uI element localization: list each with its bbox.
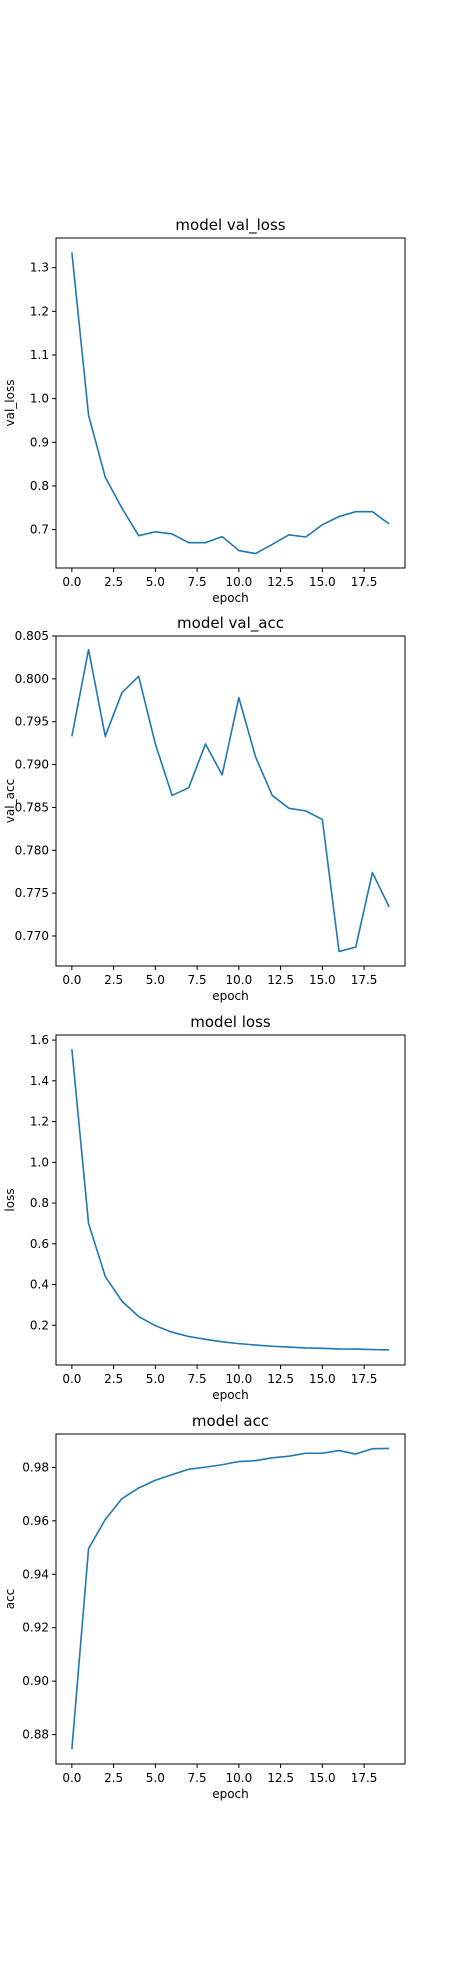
chart-title: model val_acc	[177, 614, 284, 633]
y-tick-label: 1.0	[30, 1155, 49, 1169]
y-axis-label: acc	[3, 1589, 17, 1610]
y-tick-label: 1.2	[30, 304, 49, 318]
series-line	[71, 1049, 390, 1351]
x-tick-label: 5.0	[146, 1372, 165, 1386]
y-tick-label: 0.6	[30, 1237, 49, 1251]
y-tick-label: 0.795	[15, 715, 49, 729]
x-tick-label: 12.5	[267, 973, 294, 987]
x-tick-label: 17.5	[351, 1771, 378, 1785]
x-tick-label: 2.5	[104, 1771, 123, 1785]
chart-panel-2: 0.0 2.5 5.0 7.5 10.0 12.5 15.0 17.5 0.2 0.4 0.6 0.8…	[3, 1013, 406, 1402]
x-tick-label: 5.0	[146, 575, 165, 589]
series-line	[71, 252, 390, 555]
x-tick-label: 10.0	[225, 575, 252, 589]
chart-panel-0: 0.0 2.5 5.0 7.5 10.0 12.5 15.0 17.5 0.7 0.8 0.9 1.0…	[3, 216, 406, 605]
y-tick-label: 0.775	[15, 886, 49, 900]
y-tick-label: 0.770	[15, 929, 49, 943]
x-tick-label: 12.5	[267, 575, 294, 589]
y-tick-label: 1.2	[30, 1115, 49, 1129]
y-tick-label: 0.785	[15, 800, 49, 814]
chart-title: model acc	[192, 1412, 269, 1430]
x-tick-label: 0.0	[62, 1771, 81, 1785]
y-tick-label: 0.88	[22, 1728, 49, 1742]
plot-frame	[55, 1034, 406, 1366]
y-tick-label: 0.9	[30, 435, 49, 449]
y-tick-label: 0.92	[22, 1621, 49, 1635]
x-tick-label: 7.5	[188, 1372, 207, 1386]
y-tick-label: 0.8	[30, 1196, 49, 1210]
y-tick-label: 0.4	[30, 1278, 49, 1292]
plot-frame	[55, 237, 406, 569]
chart-panel-3: 0.0 2.5 5.0 7.5 10.0 12.5 15.0 17.5 0.88 0.90 0.92…	[3, 1412, 406, 1801]
x-tick-label: 12.5	[267, 1372, 294, 1386]
x-tick-label: 0.0	[62, 1372, 81, 1386]
y-tick-label: 0.90	[22, 1674, 49, 1688]
y-tick-label: 0.780	[15, 843, 49, 857]
y-tick-label: 1.6	[30, 1033, 49, 1047]
series-line	[71, 1447, 390, 1750]
y-tick-label: 1.0	[30, 392, 49, 406]
y-axis-label: val_acc	[3, 779, 17, 823]
plot-frame	[55, 1433, 406, 1765]
x-tick-label: 0.0	[62, 575, 81, 589]
y-tick-label: 1.1	[30, 348, 49, 362]
x-tick-label: 15.0	[309, 1771, 336, 1785]
y-tick-label: 0.96	[22, 1514, 49, 1528]
y-tick-label: 0.800	[15, 672, 49, 686]
x-tick-label: 7.5	[188, 1771, 207, 1785]
x-tick-label: 10.0	[225, 973, 252, 987]
x-tick-label: 10.0	[225, 1372, 252, 1386]
y-tick-label: 0.7	[30, 523, 49, 537]
chart-panel-1: 0.0 2.5 5.0 7.5 10.0 12.5 15.0 17.5 0.770 0.775 0.…	[3, 614, 406, 1003]
y-tick-label: 0.790	[15, 758, 49, 772]
x-tick-label: 5.0	[146, 973, 165, 987]
y-axis-label: val_loss	[3, 380, 17, 427]
x-tick-label: 15.0	[309, 1372, 336, 1386]
x-tick-label: 2.5	[104, 1372, 123, 1386]
y-tick-label: 0.805	[15, 629, 49, 643]
y-tick-label: 0.2	[30, 1318, 49, 1332]
x-axis-label: epoch	[212, 1787, 249, 1801]
y-tick-label: 1.3	[30, 261, 49, 275]
x-axis-label: epoch	[212, 591, 249, 605]
x-tick-label: 0.0	[62, 973, 81, 987]
x-tick-label: 17.5	[351, 1372, 378, 1386]
x-tick-label: 7.5	[188, 973, 207, 987]
y-tick-label: 0.94	[22, 1567, 49, 1581]
chart-title: model loss	[190, 1013, 271, 1031]
y-tick-label: 0.8	[30, 479, 49, 493]
x-axis-label: epoch	[212, 989, 249, 1003]
series-line	[71, 648, 390, 953]
x-axis-label: epoch	[212, 1388, 249, 1402]
x-tick-label: 5.0	[146, 1771, 165, 1785]
y-tick-label: 1.4	[30, 1074, 49, 1088]
x-tick-label: 10.0	[225, 1771, 252, 1785]
chart-title: model val_loss	[175, 216, 285, 235]
plot-frame	[55, 635, 406, 967]
x-tick-label: 17.5	[351, 575, 378, 589]
x-tick-label: 7.5	[188, 575, 207, 589]
x-tick-label: 15.0	[309, 973, 336, 987]
x-tick-label: 17.5	[351, 973, 378, 987]
y-axis-label: loss	[3, 1188, 17, 1211]
y-tick-label: 0.98	[22, 1460, 49, 1474]
x-tick-label: 2.5	[104, 575, 123, 589]
x-tick-label: 2.5	[104, 973, 123, 987]
x-tick-label: 12.5	[267, 1771, 294, 1785]
x-tick-label: 15.0	[309, 575, 336, 589]
